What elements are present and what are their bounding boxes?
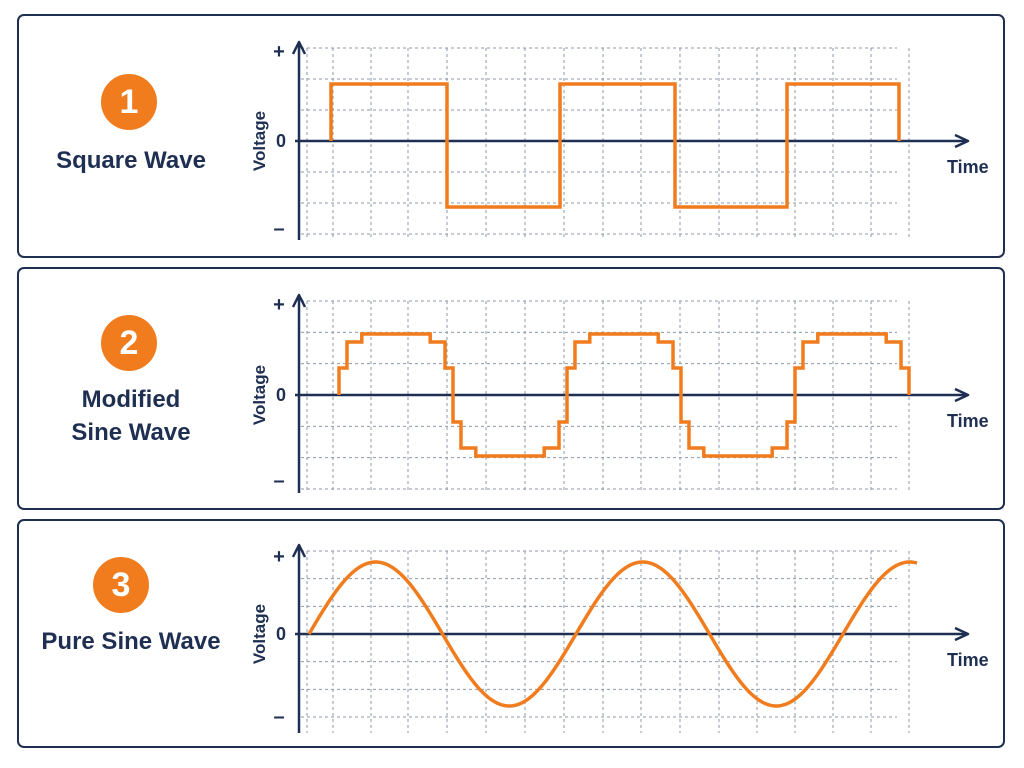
y-plus-label: + — [273, 546, 285, 568]
y-axis-label: Voltage — [250, 111, 269, 171]
number-badge: 3 — [93, 557, 149, 613]
square-wave-line — [329, 82, 901, 209]
number-badge: 2 — [101, 315, 157, 371]
y-plus-label: + — [273, 294, 285, 316]
y-axis-label: Voltage — [250, 365, 269, 425]
y-minus-label: – — [273, 706, 284, 728]
panel-title-line: Pure Sine Wave — [41, 628, 221, 655]
axes — [291, 40, 970, 240]
arrowhead-icon — [954, 626, 970, 642]
x-axis-label: Time — [947, 650, 989, 670]
axes — [291, 293, 970, 493]
arrowhead-icon — [291, 543, 307, 558]
square-wave-panel: 1 Square Wave + 0 – Voltage Time — [17, 14, 1005, 258]
y-zero-label: 0 — [276, 131, 286, 151]
grid-lines — [301, 47, 910, 240]
arrowhead-icon — [291, 40, 307, 55]
modified-sine-wave-chart: + 0 – Voltage Time — [250, 293, 989, 493]
square-wave-chart: + 0 – Voltage Time — [250, 40, 989, 240]
y-plus-label: + — [273, 41, 285, 63]
y-zero-label: 0 — [276, 385, 286, 405]
y-zero-label: 0 — [276, 624, 286, 644]
arrowhead-icon — [954, 387, 970, 403]
x-axis-label: Time — [947, 411, 989, 431]
panel-title-line: Modified — [81, 386, 181, 413]
panel-title-line: Sine Wave — [71, 419, 191, 446]
modified-sine-wave-line — [337, 332, 911, 458]
panel-title: Square Wave — [11, 144, 251, 177]
number-badge: 1 — [101, 74, 157, 130]
panel-title: Modified Sine Wave — [11, 383, 251, 449]
y-axis-label: Voltage — [250, 604, 269, 664]
y-minus-label: – — [273, 470, 284, 492]
modified-sine-wave-panel: 2 Modified Sine Wave + 0 – Voltage Time — [17, 267, 1005, 510]
pure-sine-wave-line — [307, 560, 918, 708]
pure-sine-wave-chart: + 0 – Voltage Time — [250, 543, 989, 733]
y-minus-label: – — [273, 218, 284, 240]
grid-lines — [301, 300, 910, 493]
axes — [291, 543, 970, 733]
arrowhead-icon — [954, 133, 970, 149]
x-axis-label: Time — [947, 157, 989, 177]
panel-title: Pure Sine Wave — [11, 625, 251, 658]
arrowhead-icon — [291, 293, 307, 308]
grid-lines — [301, 550, 910, 733]
pure-sine-wave-panel: 3 Pure Sine Wave + 0 – Voltage Time — [17, 519, 1005, 748]
panel-title-line: Square Wave — [56, 147, 206, 174]
